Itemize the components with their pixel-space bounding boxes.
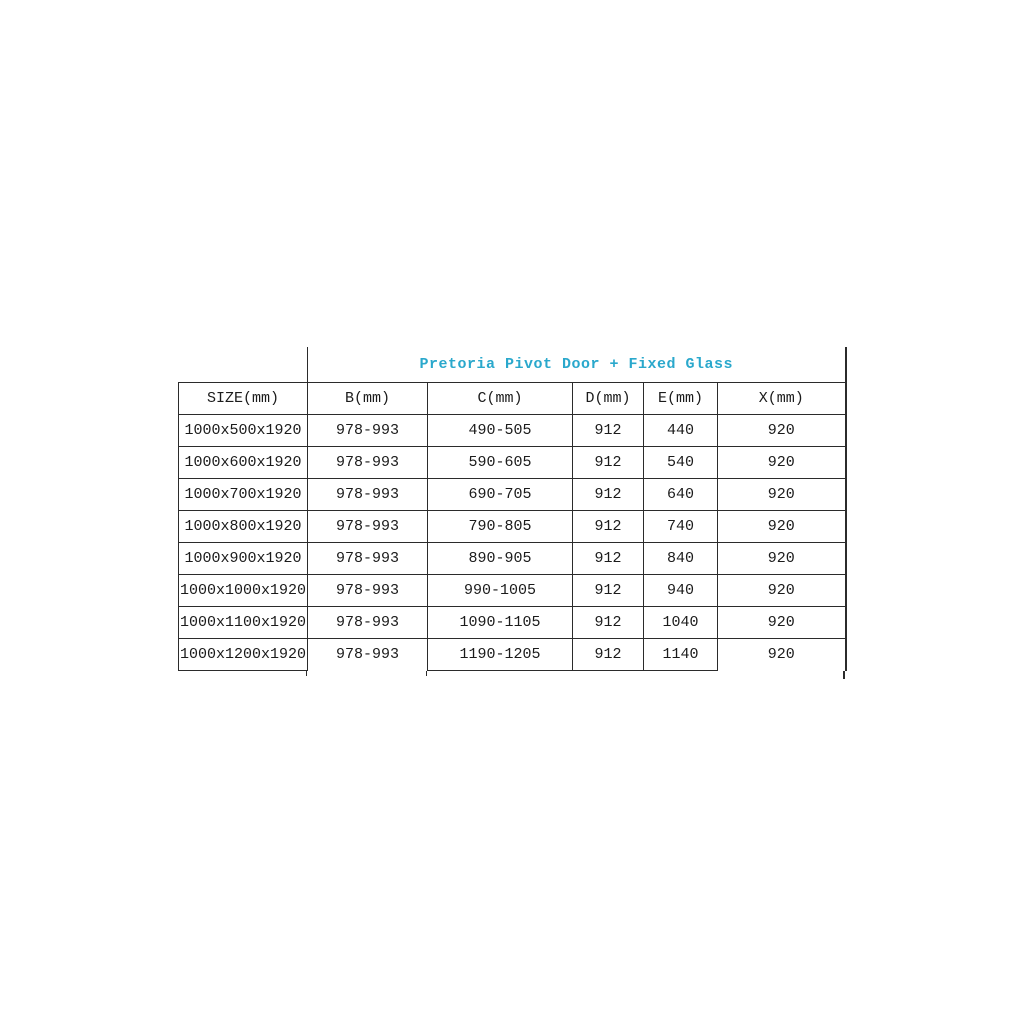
- cell-e: 640: [643, 478, 718, 511]
- cell-d: 912: [572, 510, 644, 543]
- divider-tail-size-b: [306, 671, 307, 676]
- cell-b: 978-993: [307, 638, 428, 671]
- cell-size: 1000x1200x1920: [178, 638, 308, 671]
- cell-e: 940: [643, 574, 718, 607]
- cell-c: 1190-1205: [427, 638, 573, 671]
- cell-e: 1040: [643, 606, 718, 639]
- cell-c: 690-705: [427, 478, 573, 511]
- table-row: 1000x1100x1920 978-993 1090-1105 912 104…: [178, 606, 847, 639]
- cell-e: 840: [643, 542, 718, 575]
- cell-e: 740: [643, 510, 718, 543]
- cell-size: 1000x600x1920: [178, 446, 308, 479]
- cell-c: 490-505: [427, 414, 573, 447]
- table-row: 1000x500x1920 978-993 490-505 912 440 92…: [178, 414, 847, 447]
- divider-tail-b-c: [426, 671, 427, 676]
- cell-x: 920: [716, 606, 847, 639]
- cell-e: 1140: [643, 638, 718, 671]
- cell-size: 1000x1000x1920: [178, 574, 308, 607]
- cell-b: 978-993: [307, 574, 428, 607]
- cell-x: 920: [716, 574, 847, 607]
- cell-b: 978-993: [307, 478, 428, 511]
- col-header-x: X(mm): [716, 382, 847, 415]
- cell-d: 912: [572, 574, 644, 607]
- col-header-d: D(mm): [572, 382, 644, 415]
- cell-b: 978-993: [307, 446, 428, 479]
- cell-d: 912: [572, 478, 644, 511]
- cell-b: 978-993: [307, 606, 428, 639]
- cell-size: 1000x800x1920: [178, 510, 308, 543]
- cell-c: 990-1005: [427, 574, 573, 607]
- table-row: 1000x1200x1920 978-993 1190-1205 912 114…: [178, 638, 847, 671]
- cell-c: 790-805: [427, 510, 573, 543]
- cell-x: 920: [716, 414, 847, 447]
- table-title: Pretoria Pivot Door + Fixed Glass: [306, 347, 847, 383]
- col-header-b: B(mm): [307, 382, 428, 415]
- table-row: 1000x800x1920 978-993 790-805 912 740 92…: [178, 510, 847, 543]
- cell-size: 1000x900x1920: [178, 542, 308, 575]
- table-row: 1000x700x1920 978-993 690-705 912 640 92…: [178, 478, 847, 511]
- cell-e: 540: [643, 446, 718, 479]
- cell-b: 978-993: [307, 542, 428, 575]
- cell-c: 590-605: [427, 446, 573, 479]
- table-row: 1000x900x1920 978-993 890-905 912 840 92…: [178, 542, 847, 575]
- cell-size: 1000x700x1920: [178, 478, 308, 511]
- col-header-c: C(mm): [427, 382, 573, 415]
- cell-x: 920: [716, 638, 847, 671]
- header-row: SIZE(mm) B(mm) C(mm) D(mm) E(mm) X(mm): [178, 382, 847, 415]
- cell-d: 912: [572, 446, 644, 479]
- col-header-size: SIZE(mm): [178, 382, 308, 415]
- spec-table: Pretoria Pivot Door + Fixed Glass SIZE(m…: [178, 347, 847, 679]
- cell-size: 1000x1100x1920: [178, 606, 308, 639]
- cell-d: 912: [572, 638, 644, 671]
- cell-x: 920: [716, 542, 847, 575]
- cell-x: 920: [716, 478, 847, 511]
- cell-x: 920: [716, 446, 847, 479]
- divider-tail-right-edge: [843, 671, 845, 679]
- table-row: 1000x600x1920 978-993 590-605 912 540 92…: [178, 446, 847, 479]
- size-specification-table: Pretoria Pivot Door + Fixed Glass SIZE(m…: [178, 347, 847, 671]
- col-header-e: E(mm): [643, 382, 718, 415]
- cell-c: 890-905: [427, 542, 573, 575]
- cell-c: 1090-1105: [427, 606, 573, 639]
- cell-d: 912: [572, 542, 644, 575]
- cell-d: 912: [572, 606, 644, 639]
- cell-e: 440: [643, 414, 718, 447]
- cell-x: 920: [716, 510, 847, 543]
- table-row: 1000x1000x1920 978-993 990-1005 912 940 …: [178, 574, 847, 607]
- cell-b: 978-993: [307, 414, 428, 447]
- cell-b: 978-993: [307, 510, 428, 543]
- cell-size: 1000x500x1920: [178, 414, 308, 447]
- cell-d: 912: [572, 414, 644, 447]
- title-row: Pretoria Pivot Door + Fixed Glass: [179, 347, 847, 383]
- table-corner-blank: [179, 347, 308, 383]
